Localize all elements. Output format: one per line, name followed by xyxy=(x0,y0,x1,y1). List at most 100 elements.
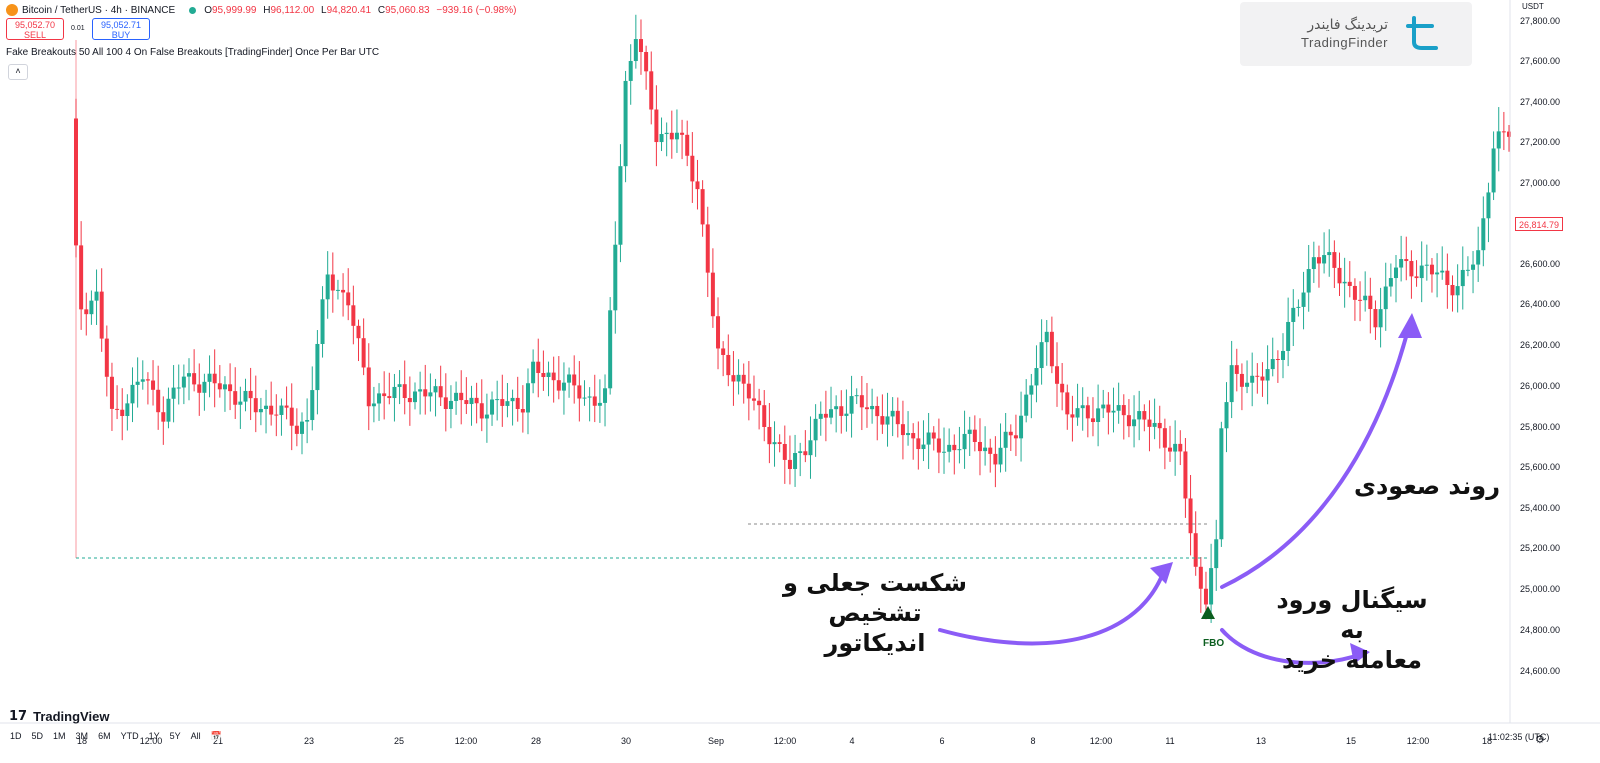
candle-body xyxy=(464,400,469,405)
candle-body xyxy=(382,393,387,397)
candle-body xyxy=(269,405,274,415)
candle-body xyxy=(1126,415,1131,427)
buy-signal-annotation: سیگنال ورود به معامله خرید xyxy=(1276,586,1428,674)
timeframe-5d[interactable]: 5D xyxy=(31,731,44,741)
candle-body xyxy=(356,325,361,339)
candle-body xyxy=(1301,292,1306,307)
candle-body xyxy=(505,401,510,406)
candle-body xyxy=(936,438,941,453)
candle-body xyxy=(484,414,489,419)
candle-body xyxy=(428,392,433,397)
timeframe-1y[interactable]: 1Y xyxy=(148,731,160,741)
candle-body xyxy=(726,354,731,376)
candle-body xyxy=(490,399,495,415)
timeframe-6m[interactable]: 6M xyxy=(98,731,111,741)
gear-icon[interactable]: ⚙ xyxy=(1535,734,1545,746)
candle-body xyxy=(854,395,859,397)
sell-button[interactable]: 95,052.70 SELL xyxy=(6,18,64,40)
candle-body xyxy=(305,420,310,422)
candle-body xyxy=(248,390,253,399)
candle-body xyxy=(618,166,623,245)
candle-body xyxy=(135,381,140,385)
candle-body xyxy=(202,381,207,393)
timeframe-1m[interactable]: 1M xyxy=(53,731,66,741)
candle-body xyxy=(145,379,150,381)
candle-body xyxy=(829,409,834,418)
indicator-legend[interactable]: Fake Breakouts 50 All 100 4 On False Bre… xyxy=(6,47,380,58)
candle-body xyxy=(1440,270,1445,273)
candle-body xyxy=(115,408,120,410)
candle-body xyxy=(1173,443,1178,452)
candle-body xyxy=(1419,265,1424,279)
tradingview-logo[interactable]: 𝟭𝟳 TradingView xyxy=(9,708,110,724)
candle-body xyxy=(79,245,84,310)
candle-body xyxy=(1245,382,1250,387)
candle-body xyxy=(258,409,263,413)
candle-body xyxy=(659,134,664,143)
candle-body xyxy=(1214,539,1219,569)
timeframe-3m[interactable]: 3M xyxy=(75,731,89,741)
candle-body xyxy=(166,398,171,422)
timeframe-bar: 1D 5D 1M 3M 6M YTD 1Y 5Y All 📅 xyxy=(10,731,222,742)
timeframe-1d[interactable]: 1D xyxy=(10,731,22,741)
candle-body xyxy=(751,398,756,401)
candle-body xyxy=(197,384,202,393)
time-tick-label: 6 xyxy=(939,736,945,746)
candle-body xyxy=(1337,267,1342,284)
candle-body xyxy=(1003,431,1008,448)
price-tick-label: 25,800.00 xyxy=(1520,422,1561,432)
price-tick-label: 27,600.00 xyxy=(1520,56,1561,66)
calendar-icon[interactable]: 📅 xyxy=(210,731,222,741)
candle-body xyxy=(592,396,597,406)
candle-body xyxy=(1060,383,1065,393)
candle-body xyxy=(1460,269,1465,287)
candle-body xyxy=(690,155,695,182)
candle-body xyxy=(1476,250,1481,265)
candle-body xyxy=(608,310,613,389)
uptrend-arrow-icon xyxy=(1220,320,1412,589)
candle-body xyxy=(1501,131,1506,133)
market-status-icon xyxy=(189,6,197,14)
spread-value: 0.01 xyxy=(71,25,85,32)
candle-body xyxy=(1358,299,1363,301)
candle-body xyxy=(325,274,330,300)
clock[interactable]: 11:02:35 (UTC) xyxy=(1488,732,1550,742)
candle-body xyxy=(1327,252,1332,256)
candle-body xyxy=(217,383,222,390)
candle-body xyxy=(1368,295,1373,310)
timeframe-ytd[interactable]: YTD xyxy=(120,731,139,741)
candle-body xyxy=(99,291,104,339)
time-tick-label: 30 xyxy=(620,736,632,746)
candle-body xyxy=(787,459,792,469)
candle-body xyxy=(1137,411,1142,420)
candle-body xyxy=(864,407,869,410)
candle-body xyxy=(798,451,803,454)
candle-body xyxy=(1399,259,1404,268)
candle-body xyxy=(839,406,844,416)
symbol-title[interactable]: Bitcoin / TetherUS · 4h · BINANCE xyxy=(22,4,176,16)
price-tick-label: 25,400.00 xyxy=(1520,503,1561,513)
candle-body xyxy=(1388,278,1393,287)
candle-body xyxy=(171,387,176,399)
arrowhead-2-icon xyxy=(1398,313,1422,338)
candle-body xyxy=(998,447,1003,465)
candle-body xyxy=(397,384,402,387)
timeframe-all[interactable]: All xyxy=(190,731,201,741)
time-tick-label: 12:00 xyxy=(454,736,478,746)
candle-body xyxy=(654,109,659,143)
candle-body xyxy=(222,384,227,390)
time-tick-label: 21 xyxy=(212,736,224,746)
candle-body xyxy=(1342,281,1347,284)
candle-body xyxy=(1029,385,1034,395)
candle-body xyxy=(1239,373,1244,387)
candle-body xyxy=(279,405,284,415)
buy-button[interactable]: 95,052.71 BUY xyxy=(92,18,150,40)
collapse-legend-button[interactable]: ˄ xyxy=(8,64,28,80)
candle-body xyxy=(1142,411,1147,420)
candle-body xyxy=(741,374,746,384)
timeframe-5y[interactable]: 5Y xyxy=(169,731,181,741)
candle-body xyxy=(541,373,546,378)
candle-body xyxy=(1373,309,1378,328)
price-tick-label: 25,200.00 xyxy=(1520,543,1561,553)
